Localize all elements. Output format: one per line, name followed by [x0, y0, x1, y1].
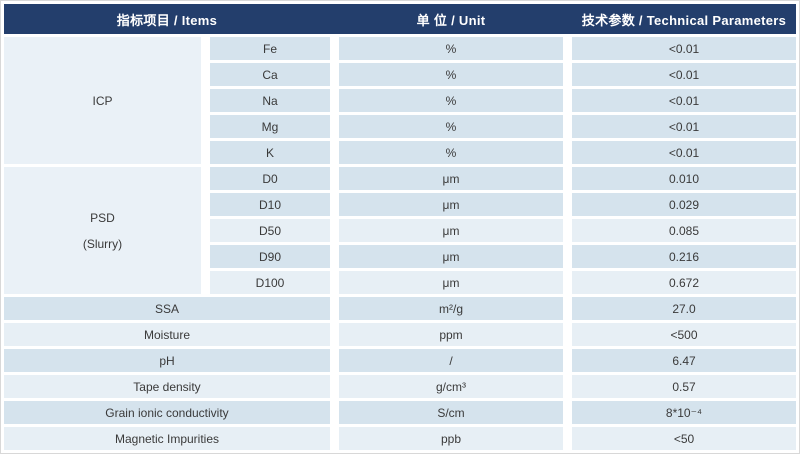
- value-cell: 0.029: [572, 193, 796, 216]
- value-cell: 0.57: [572, 375, 796, 398]
- item-cell: SSA: [4, 297, 330, 320]
- table-row: Magnetic Impurities ppb <50: [4, 427, 796, 450]
- unit-cell: μm: [339, 167, 563, 190]
- unit-cell: μm: [339, 219, 563, 242]
- unit-cell: %: [339, 115, 563, 138]
- item-cell: Fe: [210, 37, 330, 60]
- value-cell: 6.47: [572, 349, 796, 372]
- group-label-psd: PSD (Slurry): [4, 167, 201, 294]
- item-cell: Magnetic Impurities: [4, 427, 330, 450]
- value-cell: <0.01: [572, 89, 796, 112]
- item-cell: D100: [210, 271, 330, 294]
- group-name-line2: (Slurry): [82, 236, 123, 251]
- item-cell: Ca: [210, 63, 330, 86]
- value-cell: <50: [572, 427, 796, 450]
- item-cell: Na: [210, 89, 330, 112]
- table-row: SSA m²/g 27.0: [4, 297, 796, 320]
- unit-cell: g/cm³: [339, 375, 563, 398]
- table-row: Moisture ppm <500: [4, 323, 796, 346]
- header-items: 指标项目 / Items: [116, 12, 218, 28]
- table-row: pH / 6.47: [4, 349, 796, 372]
- item-cell: K: [210, 141, 330, 164]
- group-icp: ICP Fe % <0.01 Ca % <0.01 Na % <0.01 Mg …: [4, 37, 796, 164]
- value-cell: 27.0: [572, 297, 796, 320]
- unit-cell: μm: [339, 193, 563, 216]
- group-name: ICP: [92, 93, 113, 108]
- item-cell: Grain ionic conductivity: [4, 401, 330, 424]
- unit-cell: %: [339, 63, 563, 86]
- item-cell: Tape density: [4, 375, 330, 398]
- unit-cell: S/cm: [339, 401, 563, 424]
- table-header-row: 指标项目 / Items 单 位 / Unit 技术参数 / Technical…: [4, 4, 796, 34]
- item-cell: D90: [210, 245, 330, 268]
- unit-cell: μm: [339, 245, 563, 268]
- table-row: Tape density g/cm³ 0.57: [4, 375, 796, 398]
- item-cell: pH: [4, 349, 330, 372]
- item-cell: D50: [210, 219, 330, 242]
- unit-cell: %: [339, 89, 563, 112]
- value-cell: <500: [572, 323, 796, 346]
- header-unit: 单 位 / Unit: [416, 12, 486, 28]
- value-cell: 0.085: [572, 219, 796, 242]
- header-technical-parameters: 技术参数 / Technical Parameters: [581, 12, 787, 28]
- value-cell: 0.216: [572, 245, 796, 268]
- table-row: Grain ionic conductivity S/cm 8*10⁻⁴: [4, 401, 796, 424]
- value-cell: <0.01: [572, 115, 796, 138]
- item-cell: D0: [210, 167, 330, 190]
- unit-cell: μm: [339, 271, 563, 294]
- item-cell: Moisture: [4, 323, 330, 346]
- value-cell: <0.01: [572, 141, 796, 164]
- value-cell: <0.01: [572, 63, 796, 86]
- group-name: PSD: [90, 210, 115, 225]
- unit-cell: ppb: [339, 427, 563, 450]
- item-cell: D10: [210, 193, 330, 216]
- unit-cell: ppm: [339, 323, 563, 346]
- item-cell: Mg: [210, 115, 330, 138]
- value-cell: 8*10⁻⁴: [572, 401, 796, 424]
- unit-cell: %: [339, 37, 563, 60]
- group-psd-slurry: PSD (Slurry) D0 μm 0.010 D10 μm 0.029 D5…: [4, 167, 796, 294]
- value-cell: <0.01: [572, 37, 796, 60]
- value-cell: 0.010: [572, 167, 796, 190]
- value-cell: 0.672: [572, 271, 796, 294]
- unit-cell: /: [339, 349, 563, 372]
- group-label-icp: ICP: [4, 37, 201, 164]
- unit-cell: %: [339, 141, 563, 164]
- unit-cell: m²/g: [339, 297, 563, 320]
